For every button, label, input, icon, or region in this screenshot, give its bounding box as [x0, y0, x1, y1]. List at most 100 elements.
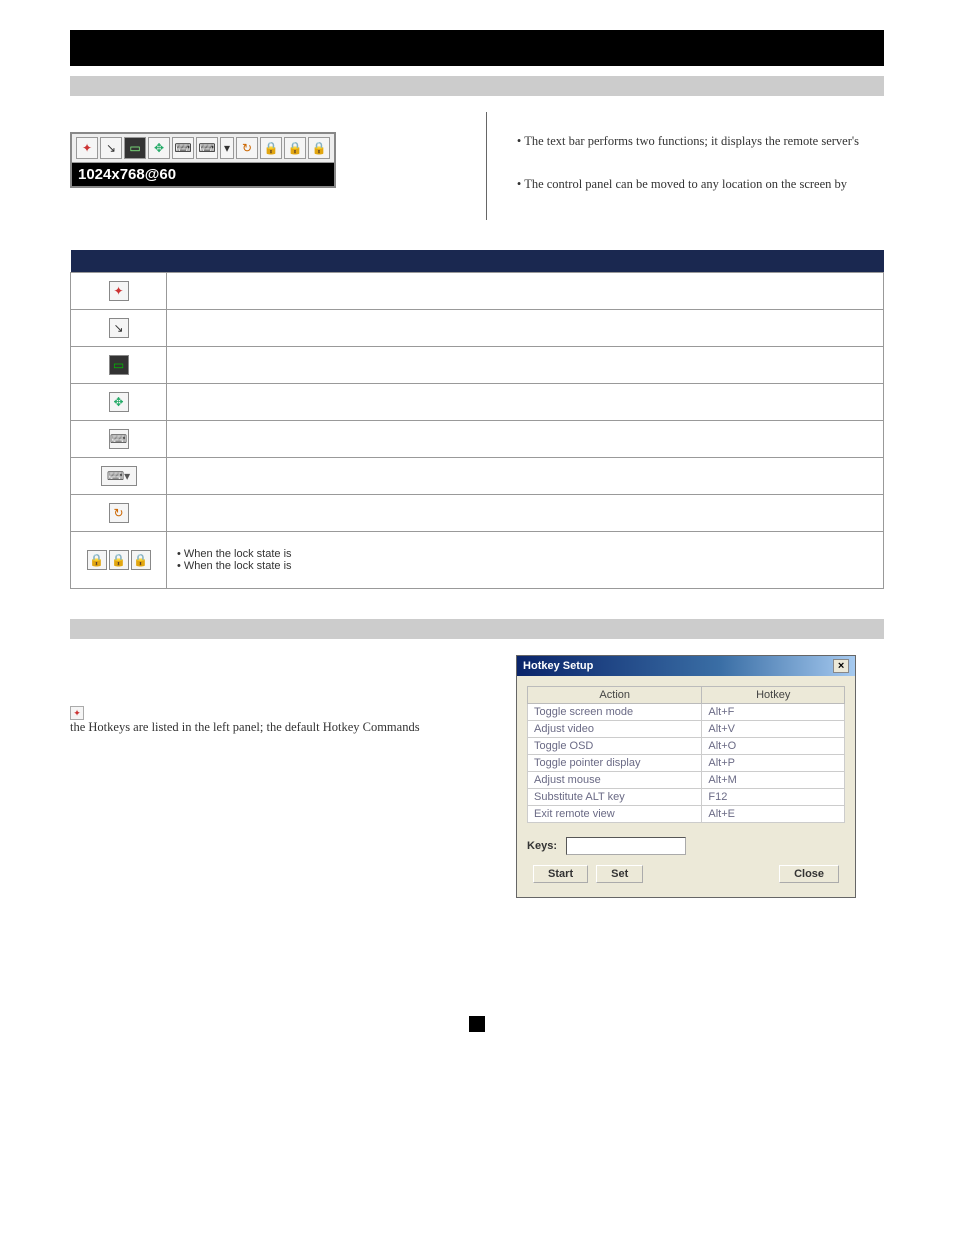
- icon-description: [167, 420, 884, 457]
- hotkey-description: ✦ the Hotkeys are listed in the left pan…: [70, 655, 496, 735]
- hotkey-desc-line: the Hotkeys are listed in the left panel…: [70, 720, 496, 735]
- control-panel-notes: The text bar performs two functions; it …: [486, 112, 884, 220]
- control-panel-figure: ✦ ↘ ▭ ✥ ⌨ ⌨ ▾ ↻ 🔒 🔒 🔒 1024x768@60: [70, 112, 466, 220]
- refresh-icon: ↻: [109, 503, 129, 523]
- hotkey-action: Toggle OSD: [528, 737, 702, 754]
- note-textbar: The text bar performs two functions; it …: [517, 134, 884, 149]
- icon-cell: ✥: [71, 383, 167, 420]
- screen-icon: ✥: [109, 392, 129, 412]
- hotkey-setup-section: ✦ the Hotkeys are listed in the left pan…: [70, 655, 884, 898]
- hotkey-keys: Alt+O: [702, 737, 845, 754]
- cp-lock-b-icon: 🔒: [284, 137, 306, 159]
- control-panel-toolbar-figure: ✦ ↘ ▭ ✥ ⌨ ⌨ ▾ ↻ 🔒 🔒 🔒 1024x768@60: [70, 132, 336, 188]
- control-panel-overview: ✦ ↘ ▭ ✥ ⌨ ⌨ ▾ ↻ 🔒 🔒 🔒 1024x768@60 The te…: [70, 112, 884, 220]
- hotkey-keys: F12: [702, 788, 845, 805]
- hotkey-row[interactable]: Toggle OSDAlt+O: [528, 737, 845, 754]
- table-row: ▭: [71, 346, 884, 383]
- icon-cell: ▭: [71, 346, 167, 383]
- hotkey-row[interactable]: Exit remote viewAlt+E: [528, 805, 845, 822]
- close-button[interactable]: Close: [779, 865, 839, 883]
- resolution-textbar: 1024x768@60: [72, 163, 334, 186]
- hotkey-keys: Alt+P: [702, 754, 845, 771]
- keys-row: Keys:: [527, 837, 845, 855]
- keys-input[interactable]: [566, 837, 686, 855]
- hotkey-action: Adjust video: [528, 720, 702, 737]
- hotkey-keys: Alt+F: [702, 703, 845, 720]
- lock-line-1: • When the lock state is: [177, 548, 873, 560]
- icon-description: [167, 494, 884, 531]
- icons-reference-table: ✦↘▭✥⌨⌨▾↻🔒🔒🔒• When the lock state is• Whe…: [70, 250, 884, 589]
- hotkey-row[interactable]: Substitute ALT keyF12: [528, 788, 845, 805]
- ctrl-alt-del-icon: ⌨: [109, 429, 129, 449]
- hotkey-action: Toggle pointer display: [528, 754, 702, 771]
- hotkey-row[interactable]: Toggle screen modeAlt+F: [528, 703, 845, 720]
- subsection-header-2: [70, 619, 884, 639]
- icons-table-header: [71, 250, 884, 272]
- start-button[interactable]: Start: [533, 865, 588, 883]
- page-number: [70, 1018, 884, 1030]
- table-row: ↘: [71, 309, 884, 346]
- hotkey-setup-dialog: Hotkey Setup × Action Hotkey Toggle scre…: [516, 655, 856, 898]
- cp-cad-icon: ⌨: [172, 137, 194, 159]
- icon-cell: ✦: [71, 272, 167, 309]
- cp-lock-c-icon: 🔒: [308, 137, 330, 159]
- hotkey-action: Toggle screen mode: [528, 703, 702, 720]
- lock-scroll-icon: 🔒: [131, 550, 151, 570]
- icon-description: [167, 383, 884, 420]
- dialog-titlebar[interactable]: Hotkey Setup ×: [517, 656, 855, 676]
- icon-cell: ⌨: [71, 420, 167, 457]
- hotkey-action: Exit remote view: [528, 805, 702, 822]
- set-button[interactable]: Set: [596, 865, 643, 883]
- hotkey-keys: Alt+V: [702, 720, 845, 737]
- tools-icon: ↘: [109, 318, 129, 338]
- dialog-buttons: Start Set Close: [527, 865, 845, 887]
- keys-label: Keys:: [527, 839, 557, 851]
- subsection-header: [70, 76, 884, 96]
- table-row-locks: 🔒🔒🔒• When the lock state is• When the lo…: [71, 531, 884, 588]
- hotkey-row[interactable]: Toggle pointer displayAlt+P: [528, 754, 845, 771]
- hotkeys-icon: ✦: [109, 281, 129, 301]
- hotkeys-inline-icon: ✦: [70, 706, 84, 720]
- cp-keyboard-icon: ⌨: [196, 137, 218, 159]
- cp-tools-icon: ↘: [100, 137, 122, 159]
- hk-col-hotkey[interactable]: Hotkey: [702, 686, 845, 703]
- hotkey-row[interactable]: Adjust videoAlt+V: [528, 720, 845, 737]
- table-row: ✦: [71, 272, 884, 309]
- cp-hotkeys-icon: ✦: [76, 137, 98, 159]
- hotkey-action: Adjust mouse: [528, 771, 702, 788]
- hk-col-action[interactable]: Action: [528, 686, 702, 703]
- hotkey-keys: Alt+M: [702, 771, 845, 788]
- note-move: The control panel can be moved to any lo…: [517, 177, 884, 192]
- dialog-title-text: Hotkey Setup: [523, 660, 593, 672]
- dialog-close-button[interactable]: ×: [833, 659, 849, 673]
- table-row: ⌨: [71, 420, 884, 457]
- table-row: ↻: [71, 494, 884, 531]
- table-row: ⌨▾: [71, 457, 884, 494]
- cp-video-icon: ▭: [124, 137, 146, 159]
- lock-caps-icon: 🔒: [109, 550, 129, 570]
- icon-description: [167, 457, 884, 494]
- cp-lock-a-icon: 🔒: [260, 137, 282, 159]
- video-icon: ▭: [109, 355, 129, 375]
- hotkey-dialog-figure: Hotkey Setup × Action Hotkey Toggle scre…: [516, 655, 884, 898]
- icon-description: [167, 272, 884, 309]
- hotkey-table[interactable]: Action Hotkey Toggle screen modeAlt+FAdj…: [527, 686, 845, 823]
- icon-cell: ↻: [71, 494, 167, 531]
- cp-screen-icon: ✥: [148, 137, 170, 159]
- lock-icons-cell: 🔒🔒🔒: [71, 531, 167, 588]
- dialog-body: Action Hotkey Toggle screen modeAlt+FAdj…: [517, 676, 855, 897]
- cp-dropdown-icon: ▾: [220, 137, 234, 159]
- icon-cell: ↘: [71, 309, 167, 346]
- hotkey-action: Substitute ALT key: [528, 788, 702, 805]
- hotkey-row[interactable]: Adjust mouseAlt+M: [528, 771, 845, 788]
- lock-line-2: • When the lock state is: [177, 560, 873, 572]
- lock-num-icon: 🔒: [87, 550, 107, 570]
- icon-description: [167, 309, 884, 346]
- icon-description: [167, 346, 884, 383]
- hotkey-keys: Alt+E: [702, 805, 845, 822]
- lock-description: • When the lock state is• When the lock …: [167, 531, 884, 588]
- icon-cell: ⌨▾: [71, 457, 167, 494]
- control-panel-toolbar: ✦ ↘ ▭ ✥ ⌨ ⌨ ▾ ↻ 🔒 🔒 🔒: [72, 134, 334, 163]
- cp-refresh-icon: ↻: [236, 137, 258, 159]
- section-header: [70, 30, 884, 66]
